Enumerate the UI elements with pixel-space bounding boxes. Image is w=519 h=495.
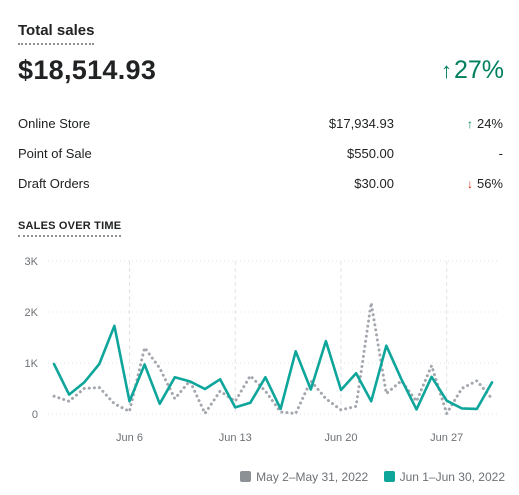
breakdown-row-point-of-sale: Point of Sale $550.00 - xyxy=(18,144,504,174)
channel-value: $17,934.93 xyxy=(328,116,394,131)
card-title[interactable]: Total sales xyxy=(18,22,95,45)
x-tick-label: Jun 27 xyxy=(430,432,463,444)
legend-swatch-previous xyxy=(240,471,252,482)
channel-change: ↑ 24% xyxy=(413,114,503,134)
arrow-down-icon: ↓ xyxy=(466,177,473,191)
channel-change-percent: 56% xyxy=(476,176,503,191)
total-change-percent: 27% xyxy=(453,56,504,84)
channel-change-percent: 24% xyxy=(476,116,503,131)
breakdown-row-online-store: Online Store $17,934.93 ↑ 24% xyxy=(18,114,504,144)
series-line-previous-period xyxy=(52,301,494,415)
sales-breakdown: Online Store $17,934.93 ↑ 24% Point of Sa… xyxy=(18,114,504,204)
total-summary: $18,514.93 ↑27% xyxy=(18,52,504,88)
arrow-up-icon: ↑ xyxy=(440,58,452,83)
x-tick-label: Jun 6 xyxy=(116,432,143,444)
y-tick-label: 2K xyxy=(25,307,39,319)
arrow-up-icon: ↑ xyxy=(466,117,473,131)
legend-item-previous[interactable]: May 2–May 31, 2022 xyxy=(240,470,368,484)
x-tick-label: Jun 13 xyxy=(219,432,252,444)
x-tick-label: Jun 20 xyxy=(324,432,357,444)
legend-label-current: Jun 1–Jun 30, 2022 xyxy=(399,470,505,484)
y-tick-label: 1K xyxy=(25,358,39,370)
sales-over-time-chart[interactable]: 0 1K 2K 3K Jun 6 Jun 13 Jun 20 Jun 27 xyxy=(0,245,519,450)
chart-legend: May 2–May 31, 2022 Jun 1–Jun 30, 2022 xyxy=(228,470,505,484)
channel-name: Point of Sale xyxy=(18,146,92,161)
sales-over-time-title[interactable]: SALES OVER TIME xyxy=(18,219,122,237)
total-sales-value: $18,514.93 xyxy=(18,55,157,85)
total-sales-change: ↑27% xyxy=(441,52,504,89)
breakdown-row-draft-orders: Draft Orders $30.00 ↓ 56% xyxy=(18,174,504,204)
channel-change: ↓ 56% xyxy=(413,174,503,194)
legend-item-current[interactable]: Jun 1–Jun 30, 2022 xyxy=(383,470,505,484)
y-tick-label: 3K xyxy=(25,256,39,268)
channel-value: $30.00 xyxy=(354,176,394,191)
channel-name: Online Store xyxy=(18,116,91,131)
channel-change: - xyxy=(413,144,503,164)
channel-name: Draft Orders xyxy=(18,176,90,191)
legend-swatch-current xyxy=(383,471,395,482)
channel-value: $550.00 xyxy=(347,146,394,161)
channel-change-percent: - xyxy=(498,146,503,161)
legend-label-previous: May 2–May 31, 2022 xyxy=(256,470,369,484)
y-tick-label: 0 xyxy=(32,409,38,421)
series-line-current-period xyxy=(52,324,494,411)
